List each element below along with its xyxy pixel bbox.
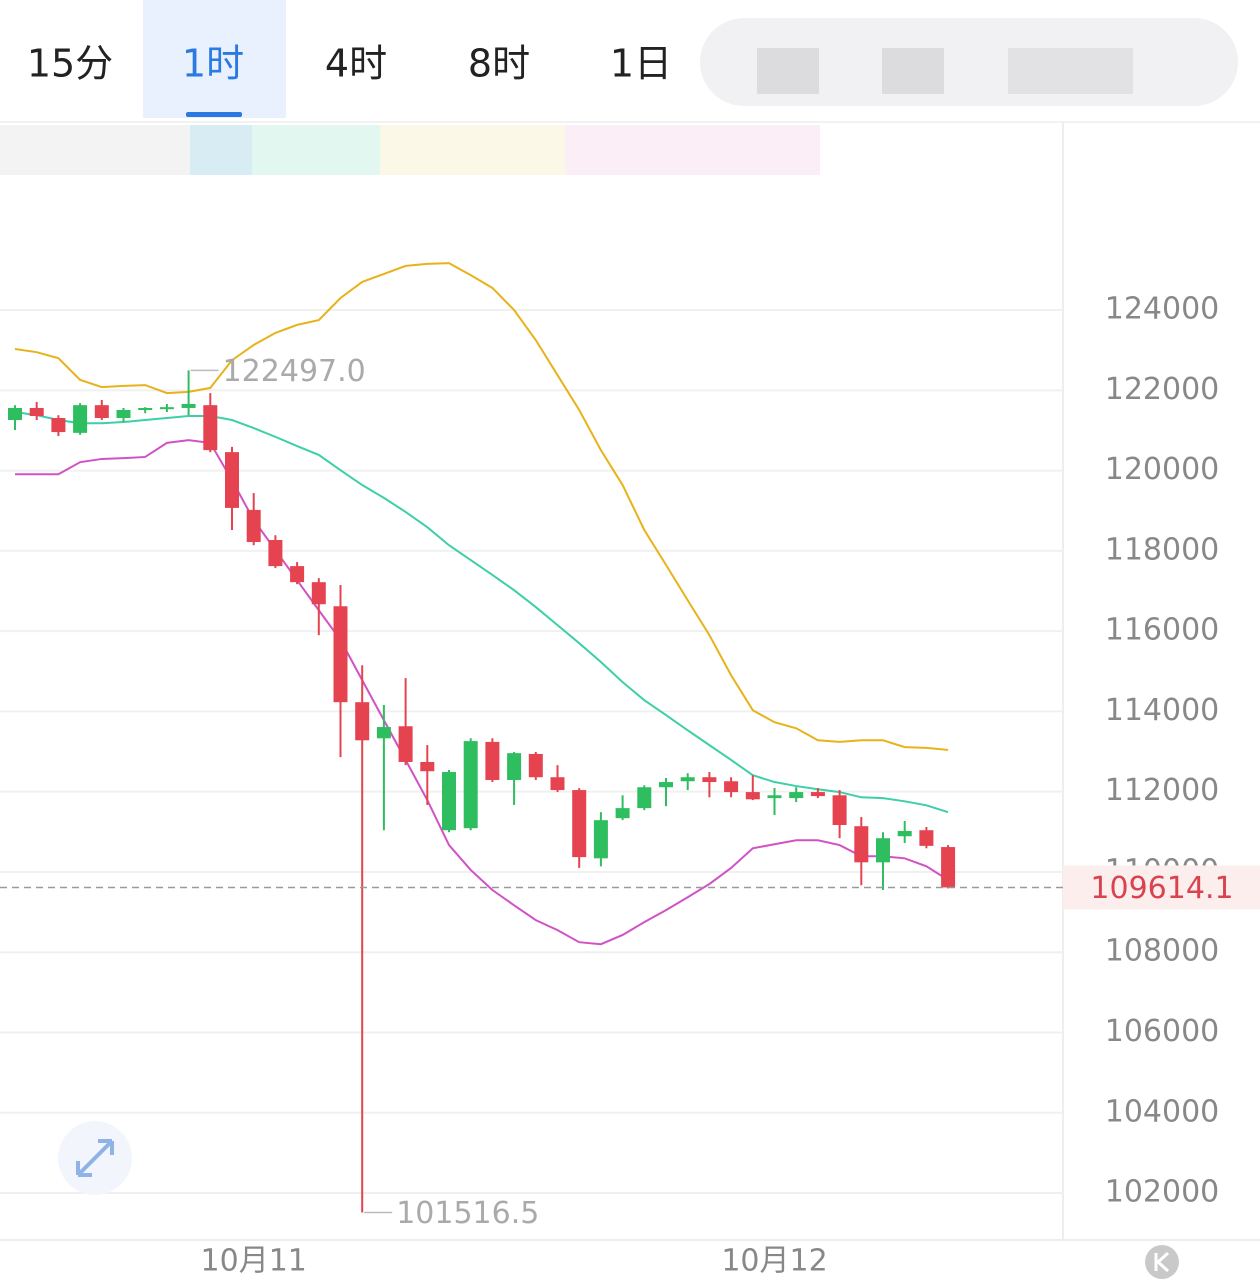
candle-body — [225, 452, 239, 508]
candle-body — [593, 820, 608, 859]
candle-body — [463, 741, 478, 829]
candle-body — [268, 540, 283, 567]
candle-body — [398, 726, 413, 762]
candle-body — [290, 566, 305, 583]
tab-label[interactable]: 4时 — [325, 42, 387, 86]
candle-body — [485, 741, 500, 781]
annotation-label: 101516.5 — [396, 1196, 539, 1231]
candle-body — [181, 403, 196, 408]
candle-body — [876, 838, 890, 863]
candle-body — [745, 792, 760, 800]
y-tick-label: 102000 — [1105, 1175, 1220, 1210]
candle-body — [355, 702, 370, 741]
y-tick-label: 116000 — [1105, 613, 1220, 648]
candle-body — [702, 777, 717, 783]
candle-body — [51, 418, 66, 433]
candle-body — [550, 777, 565, 791]
y-tick-label: 118000 — [1105, 532, 1220, 567]
blurred-block — [757, 48, 819, 94]
candle-body — [246, 509, 261, 543]
candle-body — [442, 772, 456, 831]
candle-body — [832, 795, 847, 825]
y-tick-label: 108000 — [1105, 934, 1220, 969]
candle-body — [854, 826, 869, 863]
y-tick-label: 120000 — [1105, 452, 1220, 487]
candle-body — [724, 781, 739, 793]
tab-label[interactable]: 1时 — [182, 42, 244, 86]
y-tick-label: 106000 — [1105, 1014, 1220, 1049]
brand-glyph — [1154, 1251, 1170, 1273]
y-tick-label: 124000 — [1105, 292, 1220, 327]
candle-body — [572, 790, 587, 858]
candle-body — [615, 808, 630, 819]
price-tag-label: 109614.1 — [1090, 871, 1233, 906]
grid — [0, 309, 1063, 1195]
candle-body — [203, 405, 218, 451]
y-tick-label: 104000 — [1105, 1094, 1220, 1129]
candle-body — [159, 407, 174, 410]
fullscreen-icon — [76, 1139, 114, 1177]
x-tick-label: 10月11 — [201, 1244, 307, 1279]
price-tag — [1063, 865, 1260, 910]
y-tick-label: 114000 — [1105, 693, 1220, 728]
blurred-block — [1008, 48, 1133, 94]
x-tick-label: 10月12 — [721, 1244, 827, 1279]
y-tick-label: 112000 — [1105, 773, 1220, 808]
candles — [8, 370, 956, 1213]
candle-body — [8, 407, 22, 421]
candle-body — [29, 407, 44, 417]
candle-body — [376, 727, 391, 739]
candle-body — [897, 831, 912, 837]
candle-body — [138, 407, 153, 410]
candle-body — [94, 405, 109, 419]
candle-body — [941, 847, 956, 888]
blurred-strip — [565, 125, 820, 175]
blurred-strip — [252, 125, 380, 175]
candle-body — [919, 830, 934, 846]
candle-body — [810, 792, 825, 797]
bands — [14, 262, 949, 946]
tab-underline — [186, 112, 242, 117]
tab-highlight — [143, 0, 286, 118]
brand-icon — [1145, 1245, 1179, 1279]
blurred-strip — [0, 125, 190, 175]
tab-label[interactable]: 1日 — [610, 42, 672, 86]
candle-body — [507, 753, 522, 781]
candle-body — [73, 405, 88, 433]
tab-label[interactable]: 15分 — [27, 42, 113, 86]
band-line — [14, 262, 949, 751]
y-tick-label: 122000 — [1105, 372, 1220, 407]
tab-bar: 15分 1时 4时 8时 1日 — [27, 42, 672, 86]
labels: 1020001040001060001080001100001120001140… — [0, 292, 1260, 1279]
candle-body — [116, 409, 131, 419]
blurred-block — [882, 48, 944, 94]
annotation-label: 122497.0 — [223, 354, 366, 389]
candle-body — [637, 787, 652, 809]
candle-body — [789, 792, 804, 799]
candle-body — [528, 753, 543, 778]
candle-body — [311, 582, 326, 605]
blurred-strip — [380, 125, 565, 175]
band-line — [15, 439, 949, 946]
blurred-strip — [190, 125, 252, 175]
band-line — [14, 410, 949, 814]
candle-body — [767, 795, 782, 799]
candle-body — [420, 761, 435, 772]
candle-body — [659, 782, 673, 788]
tab-label[interactable]: 8时 — [468, 42, 530, 86]
candle-body — [680, 777, 695, 782]
candle-body — [333, 606, 348, 703]
